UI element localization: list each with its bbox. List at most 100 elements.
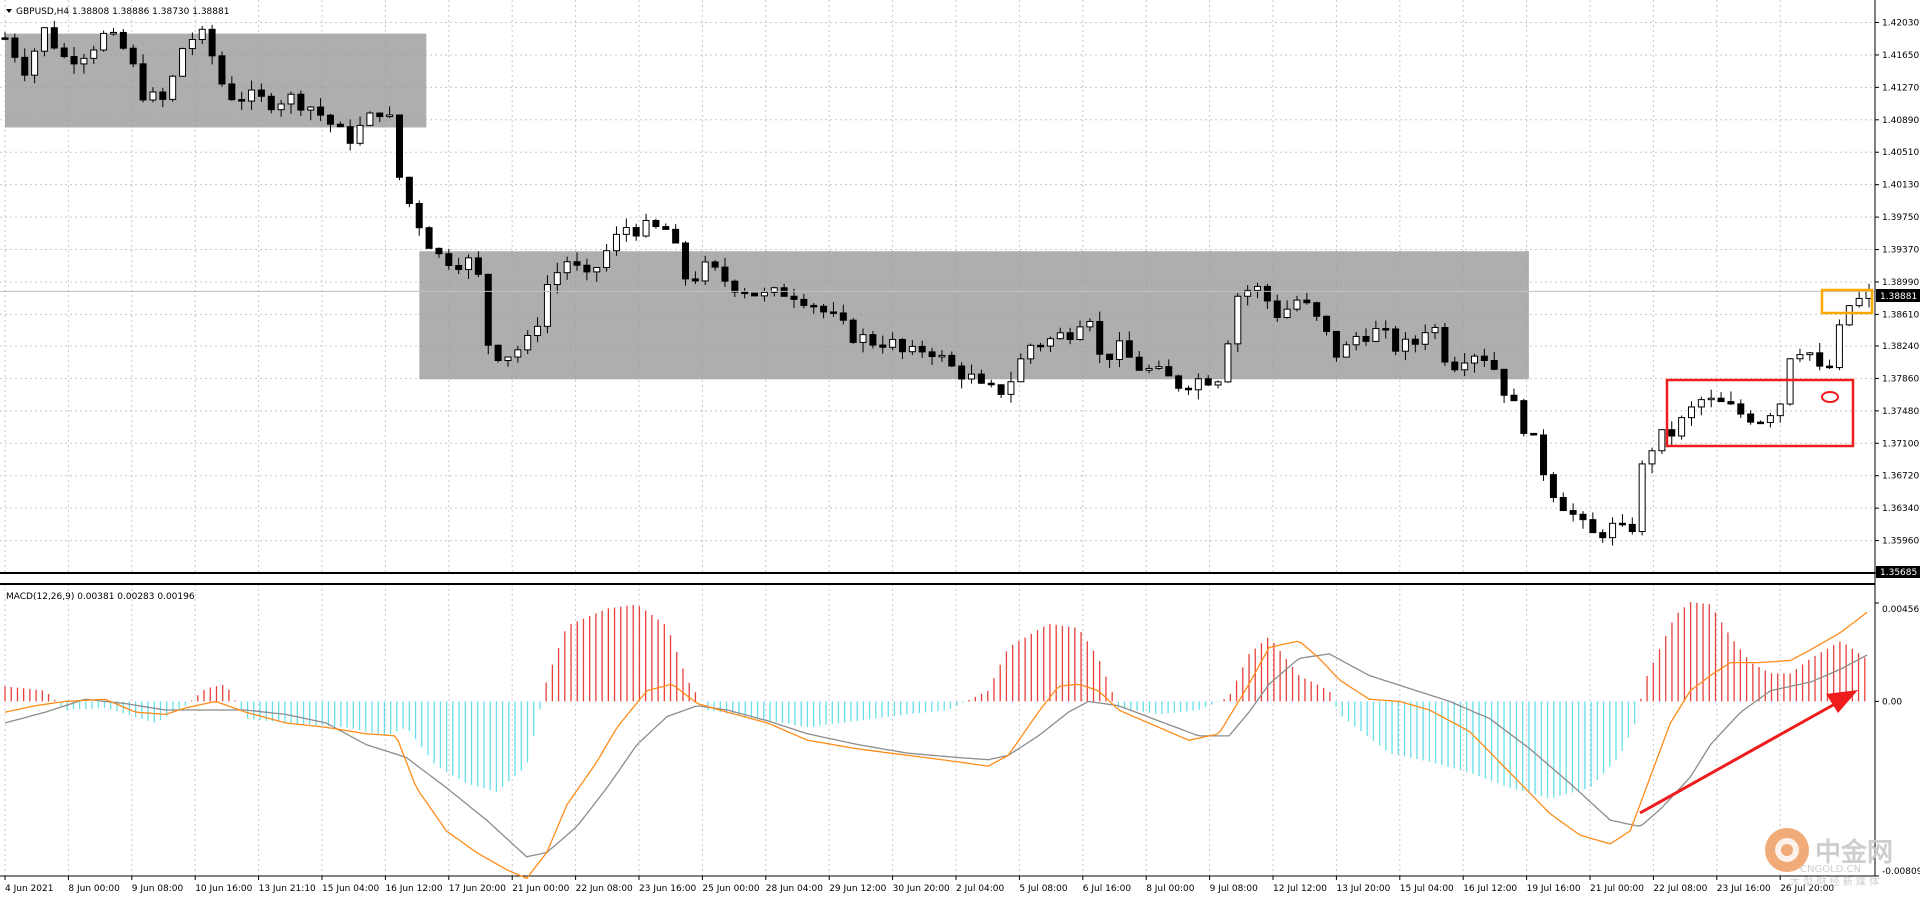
bear-candle [425,227,433,249]
bull-candle [1658,429,1666,452]
bull-candle [1194,378,1202,391]
chart-header: GBPUSD,H4 1.38808 1.38886 1.38730 1.3888… [6,7,229,17]
bull-candle [356,124,364,144]
bear-candle [1579,513,1587,521]
macd-tick-label: 0.00 [1882,697,1902,707]
bear-candle [405,176,413,204]
bear-candle [317,106,325,116]
bear-candle [1540,434,1548,476]
bear-candle [1559,496,1567,512]
bear-candle [1175,375,1183,389]
consolidation-zone [419,251,1529,380]
bear-candle [1599,532,1607,539]
zones [5,33,1529,380]
bull-candle [307,106,315,111]
bull-candle [1017,358,1025,383]
bull-candle [968,373,976,380]
bear-candle [672,228,680,244]
bull-candle [100,32,108,51]
bull-candle [1214,381,1222,386]
bear-candle [1668,429,1676,437]
bull-candle [1855,297,1863,307]
bull-candle [760,291,768,297]
bull-candle [603,250,611,269]
bear-candle [1066,332,1074,341]
bear-candle [780,287,788,297]
bull-candle [1678,417,1686,437]
bear-candle [159,91,167,100]
bull-candle [1115,340,1123,360]
bull-candle [465,257,473,270]
bull-candle [553,272,561,286]
bear-candle [1382,328,1390,331]
bull-candle [40,27,48,52]
time-tick-label: 8 Jun 00:00 [68,884,120,894]
symbol-title: GBPUSD,H4 [16,7,69,17]
bull-candle [534,325,542,336]
bull-candle [1254,285,1262,291]
macd-main-line [4,611,1868,880]
bear-candle [238,99,246,102]
bear-candle [1135,356,1143,371]
bear-candle [1204,378,1212,386]
bear-candle [652,219,660,228]
bear-candle [810,304,818,308]
bear-candle [1303,299,1311,304]
bear-candle [435,247,443,255]
bull-candle [563,261,571,274]
time-tick-label: 6 Jul 16:00 [1083,884,1132,894]
time-tick-label: 9 Jul 08:00 [1210,884,1259,894]
bull-candle [1707,397,1715,401]
bull-candle [1076,326,1084,341]
time-tick-label: 13 Jun 21:10 [259,884,316,894]
time-tick-label: 26 Jul 20:00 [1780,884,1834,894]
time-tick-label: 23 Jun 16:00 [639,884,696,894]
time-tick-label: 5 Jul 08:00 [1019,884,1068,894]
price-tick-label: 1.39370 [1882,246,1919,256]
bear-candle [1125,340,1133,358]
bull-candle [1471,355,1479,364]
price-tick-label: 1.42030 [1882,19,1919,29]
bull-candle [543,284,551,327]
bear-candle [1362,335,1370,342]
marker-price-tag-text: 1.35685 [1880,568,1917,578]
bear-candle [1717,397,1725,403]
bear-candle [682,242,690,280]
bull-candle [859,334,867,343]
bear-candle [11,37,19,58]
watermark: 中金网 CNGOLD.CN 大 型 财 经 新 媒 体 [1765,828,1893,888]
bear-candle [1500,368,1508,396]
trend-arrow-head [1826,690,1858,713]
bear-candle [721,266,729,282]
bear-candle [662,226,670,230]
bull-candle [1609,522,1617,539]
price-tick-label: 1.37100 [1882,439,1919,449]
price-tick-label: 1.36340 [1882,504,1919,514]
time-tick-label: 15 Jul 04:00 [1400,884,1454,894]
bear-candle [395,114,403,178]
bear-candle [1313,302,1321,317]
bull-candle [1145,367,1153,371]
macd-tick-label: 0.00456 [1882,605,1919,615]
time-tick-label: 21 Jun 00:00 [512,884,569,894]
time-tick-label: 2 Jul 04:00 [956,884,1005,894]
bear-candle [918,345,926,353]
highlight-box [1820,288,1874,315]
price-tick-label: 1.37480 [1882,407,1919,417]
bull-candle [248,89,256,102]
ohlc-values: 1.38808 1.38886 1.38730 1.38881 [72,7,229,17]
bull-candle [612,233,620,252]
bear-candle [1826,365,1834,369]
bull-candle [514,349,522,358]
dropdown-triangle-icon[interactable] [6,9,12,13]
bull-candle [1796,354,1804,360]
bear-candle [987,382,995,386]
bear-candle [731,280,739,293]
price-tick-label: 1.40130 [1882,181,1919,191]
bear-candle [1628,523,1636,533]
bull-candle [524,334,532,351]
time-tick-label: 8 Jul 00:00 [1146,884,1195,894]
bear-candle [326,114,334,125]
bull-candle [1007,381,1015,395]
